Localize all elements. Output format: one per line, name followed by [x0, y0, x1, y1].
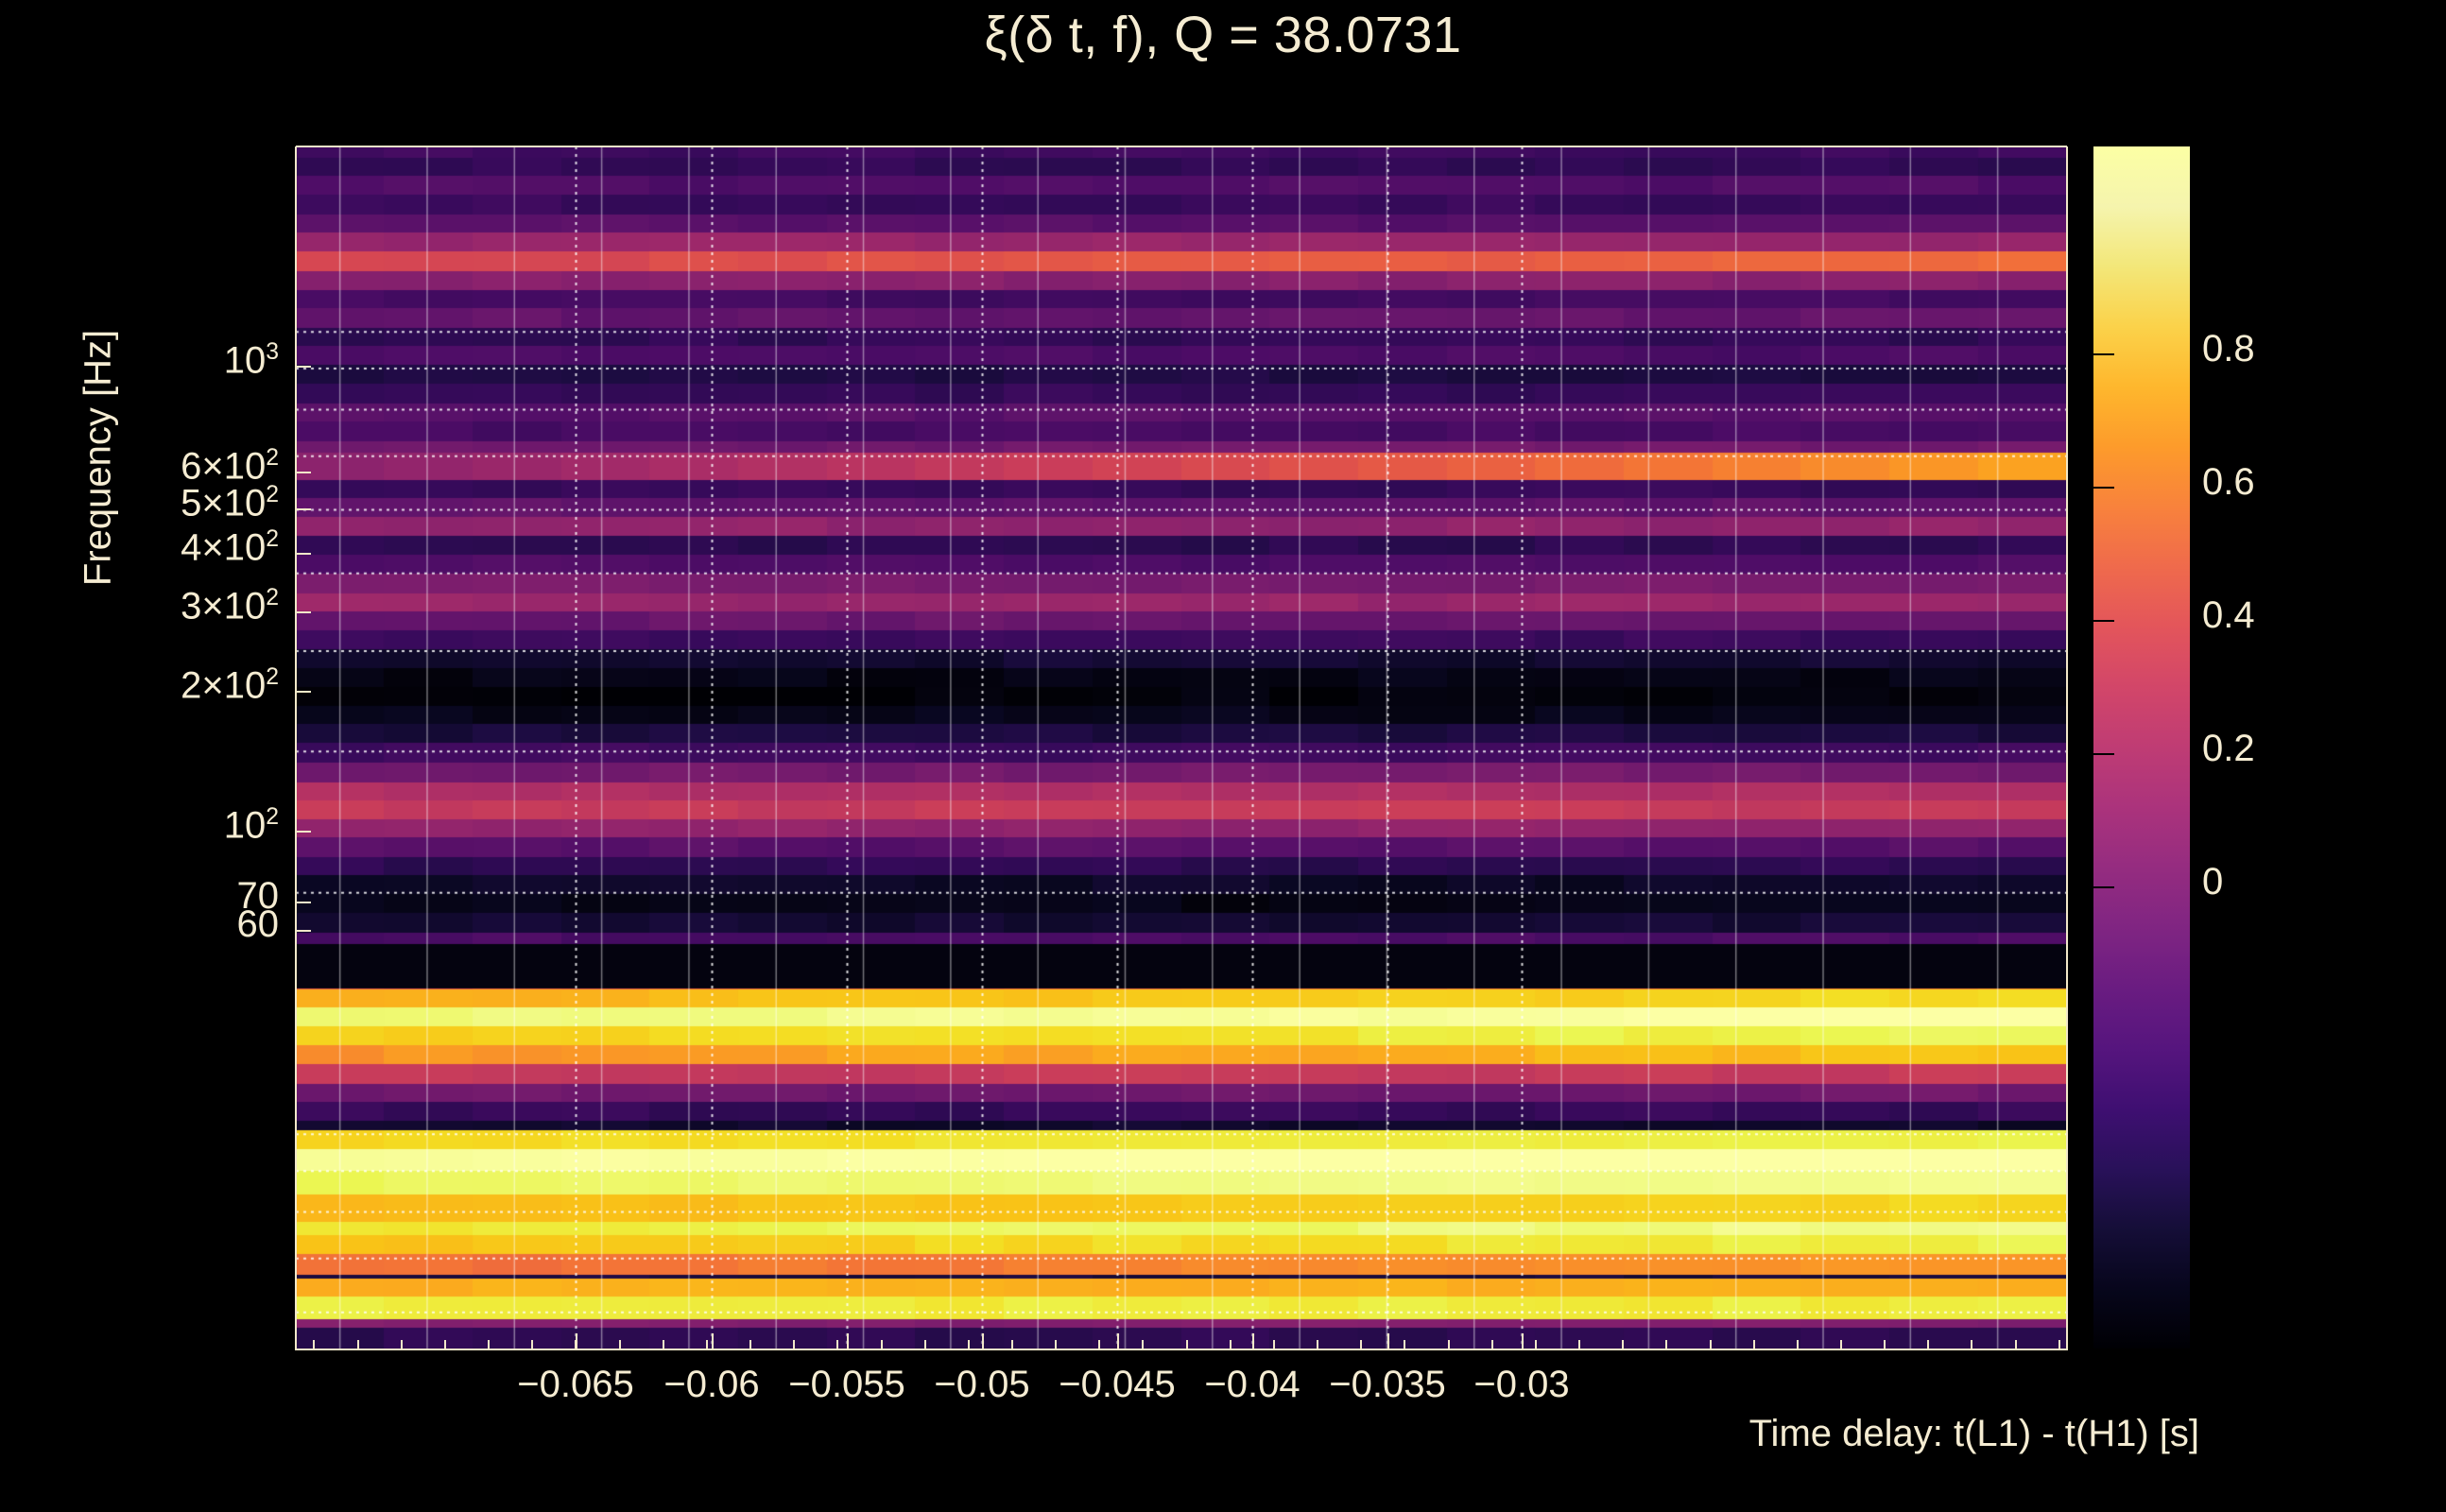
- x-axis-minor-tick: [1142, 1340, 1145, 1349]
- x-axis-minor-tick: [1447, 1340, 1450, 1349]
- page-title: ξ(δ t, f), Q = 38.0731: [984, 7, 1462, 63]
- y-axis-line: [295, 146, 297, 1350]
- x-axis-minor-tick: [1796, 1340, 1799, 1349]
- x-axis-minor-tick: [880, 1340, 883, 1349]
- y-axis-right-line: [2066, 146, 2068, 1350]
- x-axis-top-line: [296, 146, 2067, 147]
- x-axis-tick-mark: [847, 1333, 849, 1349]
- x-axis-minor-tick: [793, 1340, 796, 1349]
- x-axis-minor-tick: [1971, 1340, 1973, 1349]
- y-axis-tick-label: 6×102: [181, 445, 279, 488]
- x-axis-minor-tick: [1010, 1340, 1013, 1349]
- y-axis-tick-label: 60: [236, 903, 280, 945]
- x-axis-minor-tick: [1404, 1340, 1406, 1349]
- x-axis-minor-tick: [1578, 1340, 1581, 1349]
- x-axis-minor-tick: [1752, 1340, 1755, 1349]
- colorbar-tick-mark: [2093, 753, 2114, 755]
- x-axis-minor-tick: [1229, 1340, 1232, 1349]
- x-axis-minor-tick: [836, 1340, 839, 1349]
- colorbar-tick-label: 0.8: [2202, 328, 2255, 369]
- x-axis-minor-tick: [1490, 1340, 1493, 1349]
- x-axis-minor-tick: [1927, 1340, 1930, 1349]
- colorbar-tick-mark: [2093, 620, 2114, 622]
- y-axis-tick-mark: [296, 553, 311, 555]
- x-axis-minor-tick: [313, 1340, 316, 1349]
- colorbar-tick-label: 0: [2202, 861, 2224, 902]
- x-axis-minor-tick: [749, 1340, 752, 1349]
- x-axis-tick-mark: [1387, 1333, 1389, 1349]
- colorbar-tick-label: 0.2: [2202, 728, 2255, 769]
- x-axis-line: [296, 1349, 2067, 1350]
- colorbar-tick-mark: [2093, 886, 2114, 888]
- x-axis-minor-tick: [1709, 1340, 1712, 1349]
- x-axis-minor-tick: [1055, 1340, 1058, 1349]
- x-axis-minor-tick: [2058, 1340, 2060, 1349]
- colorbar-tick-label: 0.6: [2202, 461, 2255, 503]
- y-axis-tick-mark: [296, 611, 311, 613]
- x-axis-title: Time delay: t(L1) - t(H1) [s]: [1748, 1413, 2199, 1454]
- x-axis-tick-label: −0.055: [788, 1364, 905, 1405]
- x-axis-minor-tick: [618, 1340, 621, 1349]
- x-axis-minor-tick: [1185, 1340, 1188, 1349]
- y-axis-tick-mark: [296, 472, 311, 473]
- colorbar-tick-label: 0.4: [2202, 594, 2255, 636]
- y-axis-tick-mark: [296, 930, 311, 932]
- x-axis-minor-tick: [1098, 1340, 1101, 1349]
- y-axis-tick-mark: [296, 508, 311, 510]
- x-axis-tick-label: −0.065: [517, 1364, 634, 1405]
- grid-overlay: [296, 146, 2067, 1349]
- heatmap-plot-area[interactable]: [296, 146, 2067, 1349]
- y-axis-tick-label: 70: [236, 875, 280, 917]
- x-axis-tick-label: −0.035: [1329, 1364, 1446, 1405]
- x-axis-minor-tick: [1534, 1340, 1537, 1349]
- x-axis-tick-label: −0.04: [1204, 1364, 1301, 1405]
- x-axis-tick-mark: [1252, 1333, 1254, 1349]
- x-axis-minor-tick: [488, 1340, 491, 1349]
- x-axis-minor-tick: [1317, 1340, 1319, 1349]
- x-axis-tick-mark: [1117, 1333, 1119, 1349]
- y-axis-tick-mark: [296, 902, 311, 903]
- x-axis-minor-tick: [1665, 1340, 1668, 1349]
- x-axis-minor-tick: [1272, 1340, 1275, 1349]
- y-axis-tick-label: 5×102: [181, 482, 279, 524]
- y-axis-tick-label: 3×102: [181, 585, 279, 627]
- colorbar-gradient[interactable]: [2093, 146, 2190, 1349]
- colorbar-tick-mark: [2093, 487, 2114, 489]
- x-axis-minor-tick: [967, 1340, 970, 1349]
- x-axis-minor-tick: [443, 1340, 446, 1349]
- x-axis-minor-tick: [1360, 1340, 1363, 1349]
- y-axis-tick-mark: [296, 831, 311, 833]
- x-axis-minor-tick: [1622, 1340, 1625, 1349]
- x-axis-tick-label: −0.03: [1473, 1364, 1570, 1405]
- colorbar-tick-mark: [2093, 353, 2114, 355]
- x-axis-minor-tick: [705, 1340, 708, 1349]
- x-axis-tick-label: −0.05: [934, 1364, 1030, 1405]
- x-axis-minor-tick: [356, 1340, 359, 1349]
- y-axis-tick-label: 103: [223, 339, 279, 382]
- y-axis-tick-mark: [296, 366, 311, 368]
- x-axis-tick-label: −0.045: [1059, 1364, 1176, 1405]
- x-axis-minor-tick: [575, 1340, 577, 1349]
- y-axis-tick-mark: [296, 691, 311, 693]
- y-axis-tick-label: 4×102: [181, 526, 279, 569]
- x-axis-minor-tick: [2014, 1340, 2017, 1349]
- x-axis-tick-mark: [712, 1333, 714, 1349]
- x-axis-tick-mark: [1522, 1333, 1524, 1349]
- x-axis-minor-tick: [923, 1340, 926, 1349]
- x-axis-minor-tick: [662, 1340, 664, 1349]
- y-axis-tick-label: 102: [223, 804, 279, 847]
- x-axis-minor-tick: [1884, 1340, 1886, 1349]
- x-axis-tick-label: −0.06: [663, 1364, 760, 1405]
- x-axis-tick-mark: [982, 1333, 984, 1349]
- x-axis-minor-tick: [1839, 1340, 1842, 1349]
- y-axis-tick-label: 2×102: [181, 664, 279, 707]
- x-axis-minor-tick: [531, 1340, 534, 1349]
- x-axis-minor-tick: [400, 1340, 403, 1349]
